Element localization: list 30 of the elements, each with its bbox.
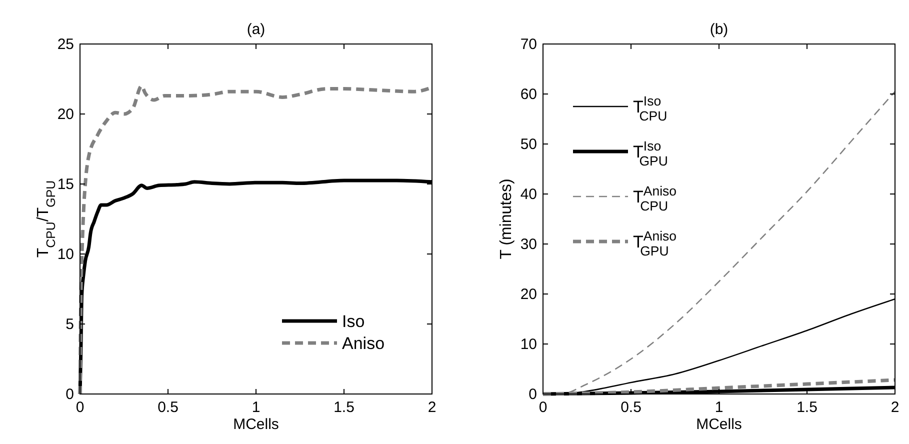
x-axis-title: MCells bbox=[233, 416, 279, 433]
y-axis-title: T (minutes) bbox=[498, 178, 515, 260]
x-tick-label: 0.5 bbox=[158, 399, 178, 416]
x-tick-label: 0 bbox=[538, 399, 548, 416]
x-tick-label: 2 bbox=[890, 399, 900, 416]
x-axis-title: MCells bbox=[696, 416, 742, 433]
y-tick-label: 30 bbox=[520, 236, 537, 253]
y-tick-label: 10 bbox=[520, 336, 537, 353]
y-tick-label: 5 bbox=[66, 316, 74, 333]
legend-label: Iso bbox=[342, 312, 365, 331]
chart-title: (a) bbox=[246, 21, 266, 38]
x-tick-label: 2 bbox=[428, 399, 436, 416]
chart-title: (b) bbox=[710, 21, 728, 38]
y-tick-label: 15 bbox=[57, 176, 74, 193]
y-tick-label: 25 bbox=[57, 36, 74, 53]
y-tick-label: 20 bbox=[57, 106, 74, 123]
y-tick-label: 0 bbox=[528, 386, 537, 403]
x-tick-label: 0.5 bbox=[620, 399, 642, 416]
x-tick-label: 1.5 bbox=[334, 399, 354, 416]
y-tick-label: 20 bbox=[520, 286, 537, 303]
y-tick-label: 0 bbox=[66, 386, 74, 403]
y-tick-label: 10 bbox=[57, 246, 74, 263]
y-tick-label: 70 bbox=[520, 36, 537, 53]
y-tick-label: 50 bbox=[520, 136, 537, 153]
x-tick-label: 1.5 bbox=[796, 399, 818, 416]
x-tick-label: 1 bbox=[714, 399, 724, 416]
y-tick-label: 60 bbox=[520, 86, 537, 103]
y-tick-label: 40 bbox=[520, 186, 537, 203]
legend-label: Aniso bbox=[342, 334, 385, 353]
x-tick-label: 1 bbox=[252, 399, 260, 416]
